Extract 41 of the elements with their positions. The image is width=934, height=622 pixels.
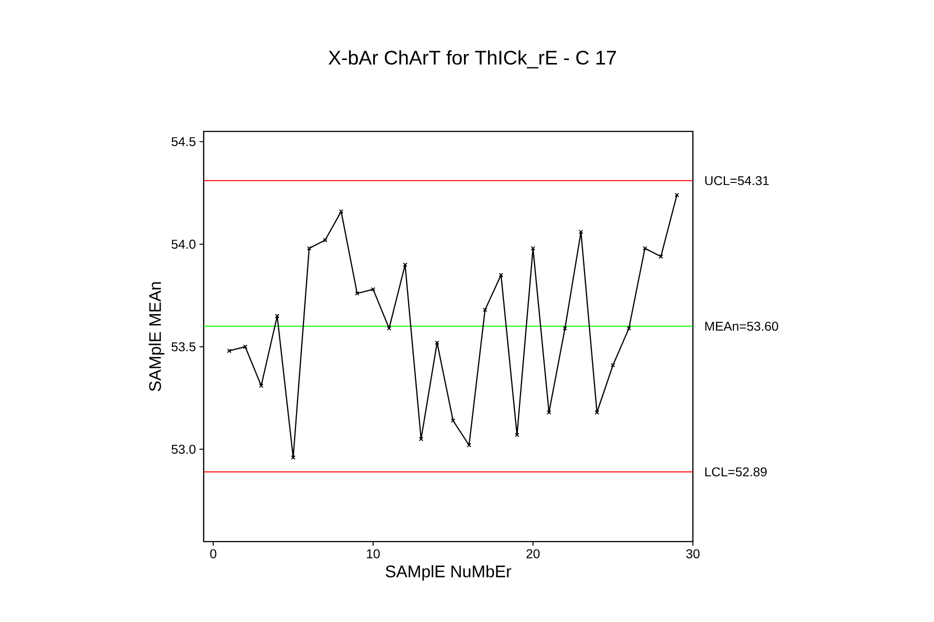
- x-tick-label: 20: [526, 549, 540, 559]
- point: [370, 287, 376, 292]
- point: [530, 246, 536, 251]
- x-tick-label: 0: [210, 549, 216, 559]
- point: [386, 326, 392, 331]
- point: [482, 308, 488, 312]
- point: [418, 436, 424, 442]
- point: [450, 418, 456, 424]
- point: [514, 432, 520, 438]
- point: [274, 314, 280, 318]
- x-axis-title: SAMplE NuMbEr: [386, 565, 512, 581]
- y-tick-label: 53.5: [172, 342, 196, 352]
- point: [610, 363, 616, 368]
- point: [402, 262, 408, 268]
- point: [658, 254, 664, 259]
- y-tick-label: 54.5: [172, 137, 196, 146]
- x-tick-label: 10: [366, 549, 380, 559]
- point: [578, 230, 584, 234]
- point: [594, 410, 600, 415]
- point: [290, 455, 296, 460]
- point: [562, 326, 568, 331]
- ref-line-label: LCL=52.89: [705, 468, 767, 477]
- chart-title: X-bAr ChArT for ThICk_rE - C 17: [328, 50, 616, 69]
- point: [258, 384, 264, 388]
- point: [338, 209, 344, 214]
- point: [434, 340, 440, 346]
- y-axis-title: SAMplE MEAn: [148, 282, 164, 392]
- x-tick-label: 30: [686, 549, 700, 559]
- point: [626, 326, 632, 331]
- point: [498, 272, 504, 278]
- point: [546, 410, 552, 415]
- point: [354, 291, 360, 296]
- point: [642, 246, 648, 251]
- point: [242, 344, 248, 350]
- y-tick-label: 54.0: [172, 240, 196, 249]
- point: [322, 238, 328, 243]
- y-tick-label: 53.0: [172, 444, 196, 454]
- ref-line-label: UCL=54.31: [705, 176, 769, 186]
- ref-line-label: MEAn=53.60: [705, 322, 778, 331]
- point: [306, 246, 312, 251]
- point: [466, 443, 472, 448]
